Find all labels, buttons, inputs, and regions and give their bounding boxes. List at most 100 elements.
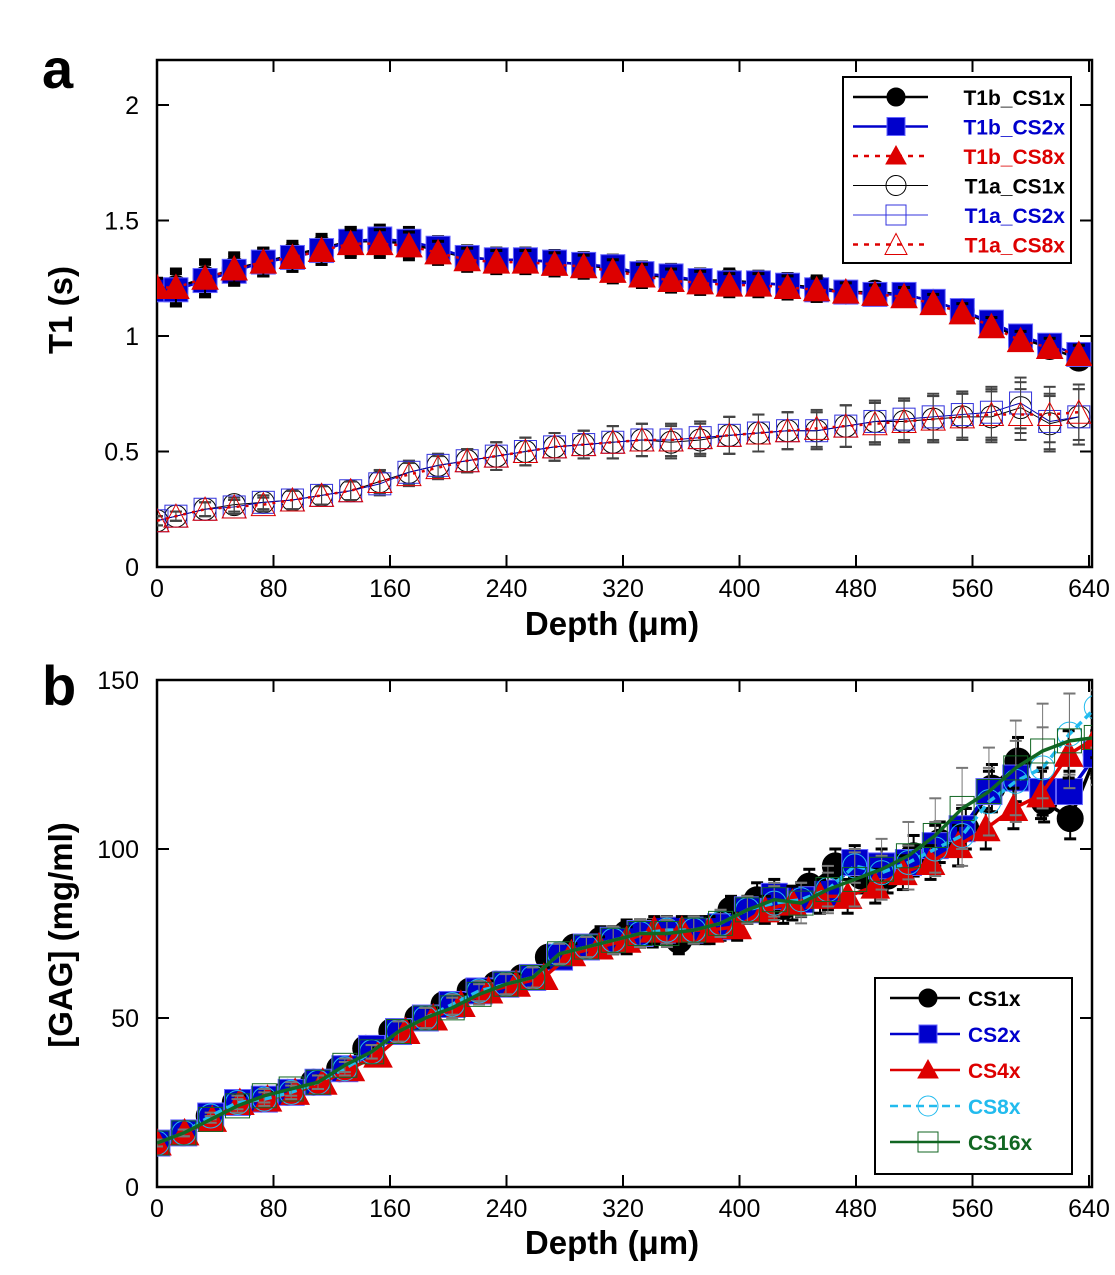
data-point xyxy=(278,1076,304,1102)
x-tick-label: 320 xyxy=(602,575,644,603)
data-point xyxy=(977,312,1006,339)
data-point xyxy=(249,248,278,274)
series-T1a_CS8x xyxy=(157,383,1092,533)
data-point xyxy=(483,443,510,468)
x-tick-label: 0 xyxy=(150,575,164,603)
x-tick-label: 80 xyxy=(260,1195,288,1223)
y-tick-label: 0 xyxy=(125,1174,139,1202)
panel-a: a 0 80 160 240 320 400 480 560 640 0 0.5 1 1.5 2 Dept… xyxy=(42,37,1110,642)
legend-marker xyxy=(885,175,907,196)
data-point xyxy=(888,857,918,886)
x-tick-label: 0 xyxy=(150,1195,164,1223)
data-point xyxy=(708,910,734,936)
tick-labels-b: 0 80 160 240 320 400 480 560 640 0 50 100 150 xyxy=(97,667,1110,1223)
x-tick-label: 80 xyxy=(260,575,288,603)
data-point xyxy=(657,266,685,293)
plot-frame-a xyxy=(155,58,1094,569)
y-tick-label: 1 xyxy=(125,323,139,351)
data-point xyxy=(686,268,715,295)
data-point xyxy=(307,236,336,263)
data-point xyxy=(949,403,976,429)
data-point xyxy=(832,413,859,438)
data-point xyxy=(171,1120,197,1146)
data-point xyxy=(1083,695,1092,719)
data-point xyxy=(1026,779,1056,808)
data-point xyxy=(251,1083,277,1109)
data-point xyxy=(359,1039,385,1065)
data-point xyxy=(803,415,830,440)
legend-b: CS1x CS2x CS4x CS8x CS16x xyxy=(874,977,1073,1175)
data-point xyxy=(308,482,335,507)
tick-labels-a: 0 80 160 240 320 400 480 560 640 0 0.5 1 1.5 2 xyxy=(104,92,1110,603)
data-point xyxy=(628,261,656,288)
data-point xyxy=(425,454,451,480)
data-point xyxy=(1035,333,1064,360)
y-tick-label: 100 xyxy=(97,836,139,864)
data-point xyxy=(920,406,947,431)
legend-item: T1a_CS1x xyxy=(853,175,1066,199)
plot-area-a xyxy=(157,223,1092,533)
x-tick-label: 400 xyxy=(719,575,761,603)
data-point xyxy=(629,426,655,452)
data-point xyxy=(1082,740,1092,768)
x-tick-label: 480 xyxy=(835,575,877,603)
x-tick-label: 560 xyxy=(952,1195,994,1223)
data-point xyxy=(681,917,707,943)
legend-item: CS4x xyxy=(890,1058,1021,1083)
legend-marker xyxy=(886,117,906,136)
data-point xyxy=(1065,399,1092,424)
data-point xyxy=(860,871,891,899)
x-tick-label: 240 xyxy=(486,575,528,603)
data-point xyxy=(547,941,573,967)
x-tick-label: 240 xyxy=(486,1195,528,1223)
data-point xyxy=(1006,326,1035,353)
legend-item: T1b_CS1x xyxy=(853,87,1065,110)
data-point xyxy=(716,422,743,447)
data-point xyxy=(627,921,653,946)
x-tick-label: 400 xyxy=(719,1195,761,1223)
data-point xyxy=(774,417,801,443)
plot-frame-b xyxy=(155,678,1094,1189)
y-tick-label: 2 xyxy=(125,92,139,120)
data-point xyxy=(540,250,569,276)
data-point xyxy=(658,426,684,452)
data-point xyxy=(943,830,973,859)
data-point xyxy=(512,438,539,463)
data-point xyxy=(998,793,1029,821)
data-point xyxy=(639,915,670,943)
data-point xyxy=(396,461,422,487)
data-point xyxy=(570,431,597,457)
legend-item: CS16x xyxy=(890,1131,1033,1155)
legend-label: CS1x xyxy=(968,988,1021,1011)
data-point xyxy=(336,229,365,256)
legend-item: T1b_CS2x xyxy=(853,117,1065,140)
data-point xyxy=(482,248,511,274)
series-container xyxy=(157,689,1092,1157)
y-tick-label: 0 xyxy=(125,554,139,582)
data-point xyxy=(363,1040,393,1068)
panel-letter-b: b xyxy=(42,654,76,717)
data-point xyxy=(163,503,189,528)
legend-marker xyxy=(918,1024,938,1044)
data-point xyxy=(466,981,492,1007)
panel-b: b 0 80 160 240 320 400 480 560 640 0 50 100 150 Dept… xyxy=(42,654,1110,1261)
legend-marker xyxy=(886,87,906,107)
x-tick-label: 320 xyxy=(602,1195,644,1223)
data-point xyxy=(157,509,169,533)
data-point xyxy=(1053,739,1084,767)
data-point xyxy=(1030,738,1056,764)
data-point xyxy=(831,278,860,304)
data-point xyxy=(1081,730,1092,750)
legend-label: T1a_CS1x xyxy=(965,176,1066,199)
legend-marker xyxy=(917,1131,939,1153)
data-point xyxy=(1007,401,1034,427)
panel-letter-a: a xyxy=(42,37,74,100)
data-point xyxy=(412,1005,438,1031)
series-CS16x xyxy=(157,689,1092,1156)
data-point xyxy=(337,477,364,503)
data-point xyxy=(891,408,917,433)
data-point xyxy=(278,243,307,269)
data-point xyxy=(734,897,760,923)
legend-label: T1b_CS8x xyxy=(963,146,1065,169)
